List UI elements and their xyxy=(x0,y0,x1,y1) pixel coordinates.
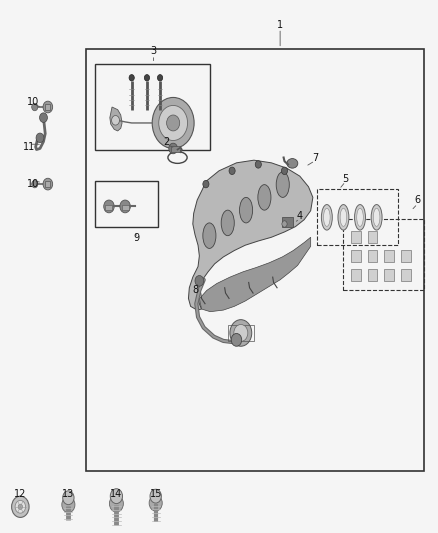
Circle shape xyxy=(229,167,235,174)
Circle shape xyxy=(129,75,134,81)
Text: 2: 2 xyxy=(163,136,170,147)
Bar xyxy=(86,49,424,471)
Ellipse shape xyxy=(287,159,298,168)
Circle shape xyxy=(62,497,75,513)
Circle shape xyxy=(110,495,124,512)
Text: 4: 4 xyxy=(297,211,303,221)
Circle shape xyxy=(18,504,22,510)
Bar xyxy=(228,325,254,341)
Text: 11: 11 xyxy=(23,142,35,152)
Polygon shape xyxy=(188,160,313,310)
Ellipse shape xyxy=(340,208,347,227)
Circle shape xyxy=(112,116,120,125)
Bar xyxy=(351,269,361,281)
Circle shape xyxy=(255,161,261,168)
Ellipse shape xyxy=(338,205,349,230)
Bar xyxy=(385,250,394,262)
Ellipse shape xyxy=(324,208,330,227)
Circle shape xyxy=(12,496,29,518)
Text: 10: 10 xyxy=(27,96,39,107)
Circle shape xyxy=(15,500,25,513)
Bar xyxy=(401,269,411,281)
Bar xyxy=(385,269,394,281)
Circle shape xyxy=(43,101,53,113)
Text: 7: 7 xyxy=(312,152,318,163)
Bar xyxy=(283,217,293,227)
Bar xyxy=(45,104,50,110)
Circle shape xyxy=(169,143,177,154)
Circle shape xyxy=(36,133,44,143)
Ellipse shape xyxy=(203,223,216,248)
Bar xyxy=(45,181,50,187)
Bar xyxy=(351,250,361,262)
Bar xyxy=(317,189,398,245)
Bar xyxy=(171,146,180,152)
Ellipse shape xyxy=(357,208,363,227)
Circle shape xyxy=(39,113,47,123)
Circle shape xyxy=(32,103,38,111)
Circle shape xyxy=(152,98,194,149)
Circle shape xyxy=(110,489,123,504)
Bar xyxy=(351,231,361,243)
Text: 12: 12 xyxy=(14,489,27,499)
Circle shape xyxy=(150,489,161,503)
Circle shape xyxy=(230,320,252,346)
Ellipse shape xyxy=(258,184,271,210)
Circle shape xyxy=(195,276,204,286)
Text: 9: 9 xyxy=(133,233,139,244)
Text: 3: 3 xyxy=(150,46,156,56)
Circle shape xyxy=(166,115,180,131)
Circle shape xyxy=(234,325,248,342)
Bar xyxy=(368,231,378,243)
Circle shape xyxy=(282,221,287,227)
Text: 5: 5 xyxy=(343,174,349,184)
Text: 14: 14 xyxy=(110,489,123,499)
Text: 15: 15 xyxy=(149,489,162,499)
Circle shape xyxy=(157,75,162,81)
Polygon shape xyxy=(199,237,311,312)
Circle shape xyxy=(43,178,53,190)
Bar xyxy=(122,205,129,209)
Circle shape xyxy=(145,75,150,81)
Ellipse shape xyxy=(371,205,382,230)
Bar xyxy=(343,219,424,290)
Polygon shape xyxy=(110,107,122,131)
Circle shape xyxy=(63,491,74,505)
Ellipse shape xyxy=(355,205,365,230)
Ellipse shape xyxy=(373,208,380,227)
Text: 1: 1 xyxy=(277,20,283,30)
Circle shape xyxy=(159,106,187,141)
Bar xyxy=(95,64,210,150)
Bar xyxy=(401,250,411,262)
Ellipse shape xyxy=(321,205,332,230)
Circle shape xyxy=(104,200,114,213)
Circle shape xyxy=(203,180,209,188)
Text: 8: 8 xyxy=(192,286,198,295)
Ellipse shape xyxy=(276,172,289,197)
Text: 13: 13 xyxy=(62,489,74,499)
Bar xyxy=(368,250,378,262)
Bar xyxy=(95,181,158,227)
Text: 10: 10 xyxy=(27,179,39,189)
Ellipse shape xyxy=(240,197,253,223)
Bar xyxy=(106,205,113,209)
Circle shape xyxy=(149,495,162,511)
Ellipse shape xyxy=(221,210,234,236)
Circle shape xyxy=(120,200,131,213)
Text: 6: 6 xyxy=(415,195,421,205)
Circle shape xyxy=(231,334,242,346)
Circle shape xyxy=(282,167,288,174)
Circle shape xyxy=(32,180,38,188)
Bar xyxy=(368,269,378,281)
